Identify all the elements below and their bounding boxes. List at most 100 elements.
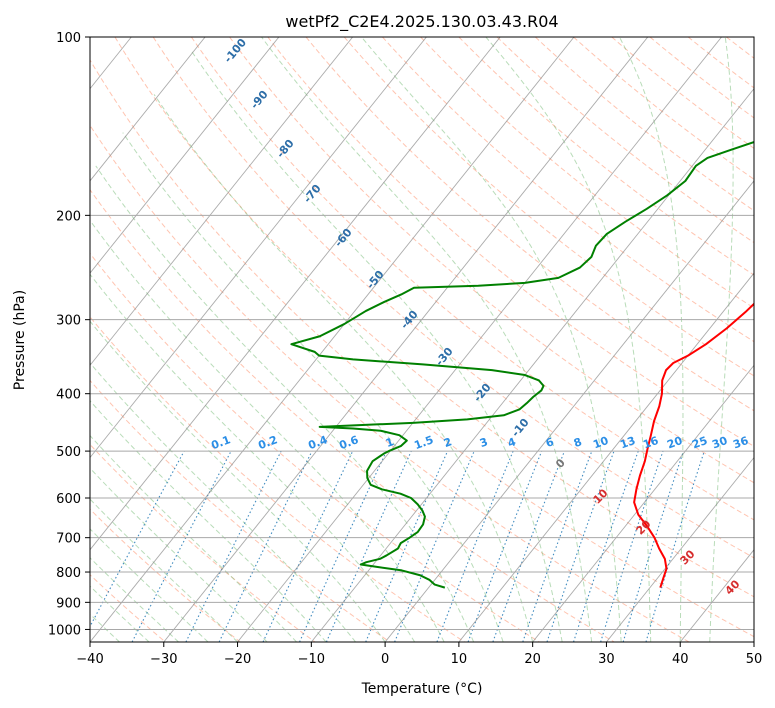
mixing-ratio-label: 10 (591, 434, 610, 452)
x-tick-label: 20 (524, 652, 541, 667)
mixing-ratio-label: 30 (710, 434, 729, 452)
moist-adiabat-line (90, 320, 386, 642)
x-tick-label: −40 (76, 652, 103, 667)
moist-adiabat-line (618, 37, 684, 642)
moist-adiabat-line (90, 273, 416, 642)
isotherms (90, 37, 754, 642)
isotherm-line (90, 37, 206, 182)
mixing-ratio-line (522, 450, 593, 642)
x-tick-label: 30 (598, 652, 615, 667)
moist-adiabat-line (261, 37, 593, 642)
moist-adiabat-line (90, 528, 209, 642)
dry-adiabat-line (114, 37, 754, 598)
mixing-ratio-line (90, 450, 185, 628)
isotherm-line (310, 87, 754, 642)
dry-adiabat-line (90, 252, 540, 642)
y-tick-label: 700 (56, 532, 81, 547)
pressure-gridlines (90, 37, 754, 630)
moist-adiabat-line (485, 37, 652, 642)
y-tick-label: 600 (56, 492, 81, 507)
dry-adiabat-line (90, 316, 465, 642)
mixing-ratio-label: 0.1 (209, 433, 232, 452)
mixing-ratio-label: 0.6 (337, 433, 360, 452)
y-tick-label: 1000 (48, 623, 81, 638)
dry-adiabat-line (458, 37, 754, 276)
y-axis: 100 200 300 400 500 600 700 800 900 1000 (48, 31, 90, 638)
mixing-ratio-label: 36 (731, 434, 750, 452)
x-tick-label: −10 (298, 652, 325, 667)
y-tick-label: 200 (56, 209, 81, 224)
isotherm-line (532, 364, 754, 642)
dry-adiabat-line (90, 508, 241, 642)
moist-adiabats (90, 37, 734, 642)
dry-adiabat-line (229, 37, 754, 484)
dry-adiabat-line (611, 37, 754, 149)
mixing-ratio-line (492, 450, 565, 642)
x-tick-label: −20 (224, 652, 251, 667)
isotherm-line (384, 180, 754, 642)
temperature-line (633, 302, 754, 588)
sounding-profiles (290, 140, 754, 589)
isotherm-line (90, 37, 501, 551)
moist-adiabat-line (90, 219, 445, 642)
isotherm-line (90, 37, 575, 642)
mixing-ratio-label: 0.2 (256, 433, 279, 452)
mixing-ratio-line (622, 450, 685, 642)
x-tick-label: −30 (150, 652, 177, 667)
dry-adiabat-line (267, 37, 754, 447)
moist-adiabat-line (153, 94, 534, 642)
isotherm-line (90, 37, 427, 459)
y-tick-label: 500 (56, 445, 81, 460)
mixing-ratio-label: 25 (690, 434, 709, 451)
mixing-ratio-label: 6 (544, 435, 556, 450)
dry-adiabat-line (420, 37, 754, 309)
moist-adiabat-line (709, 37, 734, 642)
x-tick-label: 10 (451, 652, 468, 667)
mixing-ratio-label: 16 (641, 434, 660, 452)
mixing-ratio-label: 20 (665, 434, 684, 452)
moist-adiabat-line (90, 467, 268, 642)
moist-adiabat-line (90, 585, 150, 642)
dry-adiabat-line (90, 124, 690, 642)
y-tick-label: 300 (56, 314, 81, 329)
dry-adiabat-line (90, 379, 391, 642)
mixing-ratio-label: 2 (442, 435, 454, 450)
chart-title: wetPf2_C2E4.2025.130.03.43.R04 (285, 12, 558, 32)
mixing-ratio-line (600, 450, 664, 642)
mixing-ratio-line (185, 450, 282, 642)
isotherm-line (90, 37, 280, 274)
mixing-ratio-label: 8 (572, 435, 584, 450)
mixing-ratio-line (546, 450, 615, 642)
plot-area: -100-90-80-70-60-50-40-30-20-10010203040… (90, 37, 754, 642)
y-tick-label: 100 (56, 31, 81, 46)
dry-adiabat-line (496, 37, 754, 244)
isotherm-line (606, 456, 754, 642)
x-tick-label: 40 (672, 652, 689, 667)
x-tick-label: 50 (746, 652, 763, 667)
dry-adiabat-line (534, 37, 754, 212)
dry-adiabats (90, 37, 754, 642)
y-tick-label: 400 (56, 388, 81, 403)
isotherm-line (163, 37, 649, 642)
y-tick-label: 900 (56, 596, 81, 611)
mixing-ratio-label: 0.4 (306, 433, 329, 452)
dry-adiabat-line (305, 37, 754, 412)
y-tick-label: 800 (56, 566, 81, 581)
mixing-ratio-line (436, 450, 514, 642)
x-axis: −40 −30 −20 −10 0 10 20 30 40 50 (76, 642, 762, 667)
isotherm-line (237, 37, 722, 642)
x-tick-label: 0 (381, 652, 389, 667)
mixing-ratio-line (365, 450, 449, 642)
moist-adiabat-line (361, 37, 622, 642)
dewpoint-line (290, 140, 754, 589)
moist-adiabat-line (90, 400, 327, 642)
mixing-ratio-label: 1 (384, 435, 396, 450)
mixing-ratio-label: 3 (478, 435, 490, 450)
mixing-ratio-label: 4 (506, 435, 518, 450)
mixing-ratio-line (467, 450, 543, 642)
isotherm-line (90, 37, 354, 367)
y-axis-label: Pressure (hPa) (12, 290, 28, 390)
moist-adiabat-line (95, 165, 475, 642)
plot-frame (89, 36, 755, 643)
